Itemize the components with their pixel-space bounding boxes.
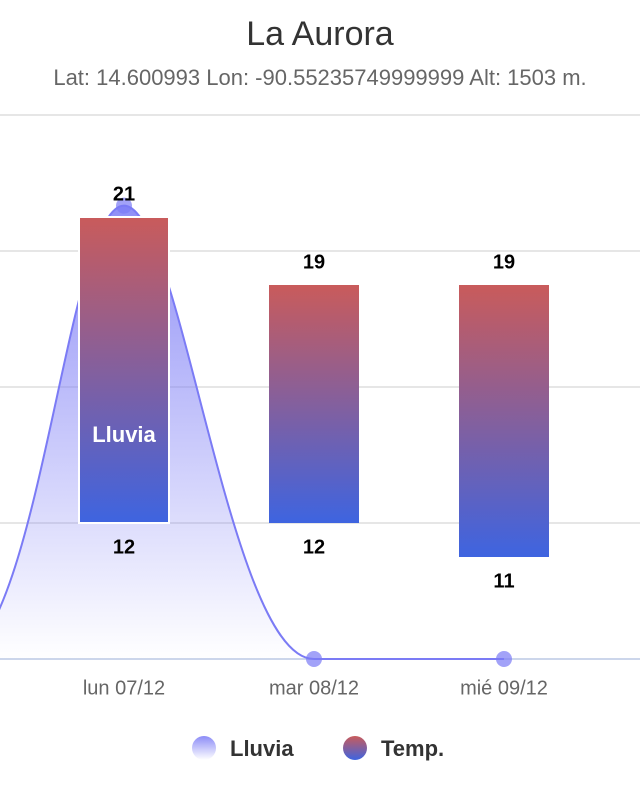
legend-symbol (192, 736, 216, 760)
data-label: 19 (493, 251, 515, 273)
chart-title: La Aurora (246, 15, 394, 53)
temp-bar (459, 285, 549, 557)
x-tick-label: mié 09/12 (460, 677, 548, 699)
data-label: 19 (303, 251, 325, 273)
data-label: 21 (113, 183, 135, 205)
x-tick-label: lun 07/12 (83, 677, 165, 699)
rain-area (0, 205, 504, 659)
legend-label: Lluvia (230, 736, 294, 761)
temp-bar (269, 285, 359, 523)
rain-line (0, 204, 504, 660)
rain-point (116, 197, 132, 214)
series-label: Lluvia (92, 422, 156, 447)
temp-bar (78, 216, 170, 524)
data-label: 12 (303, 536, 325, 558)
legend-symbol (343, 736, 367, 760)
legend-label: Temp. (381, 736, 444, 761)
data-label: 12 (113, 536, 135, 558)
rain-point (306, 651, 322, 667)
rain-point (496, 651, 512, 667)
chart-subtitle: Lat: 14.600993 Lon: -90.55235749999999 A… (53, 65, 586, 90)
x-tick-label: mar 08/12 (269, 677, 359, 699)
data-label: 11 (493, 570, 514, 592)
